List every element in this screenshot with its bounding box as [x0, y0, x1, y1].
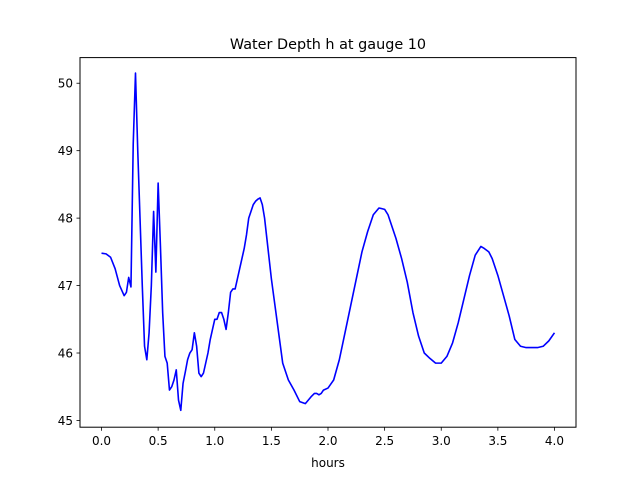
chart-title: Water Depth h at gauge 10	[230, 37, 426, 53]
y-tick-label: 47	[58, 279, 73, 293]
x-tick-label: 0.0	[92, 434, 111, 448]
x-tick-label: 2.5	[375, 434, 394, 448]
x-tick-label: 1.0	[205, 434, 224, 448]
y-tick-label: 50	[58, 77, 73, 91]
series-line-0	[101, 72, 556, 412]
x-axis-label: hours	[311, 456, 345, 470]
x-tick-label: 3.0	[432, 434, 451, 448]
x-tick-label: 0.5	[149, 434, 168, 448]
y-tick-label: 49	[58, 144, 73, 158]
y-axis: 45 46 47 48 49 50	[58, 77, 80, 428]
x-axis: 0.0 0.5 1.0 1.5 2.0 2.5 3.0 3.5 4.0	[92, 427, 564, 448]
y-tick-label: 46	[58, 346, 73, 360]
y-tick-label: 48	[58, 211, 73, 225]
x-tick-label: 1.5	[262, 434, 281, 448]
x-tick-label: 2.0	[318, 434, 337, 448]
x-tick-label: 3.5	[488, 434, 507, 448]
y-tick-label: 45	[58, 414, 73, 428]
x-tick-label: 4.0	[545, 434, 564, 448]
